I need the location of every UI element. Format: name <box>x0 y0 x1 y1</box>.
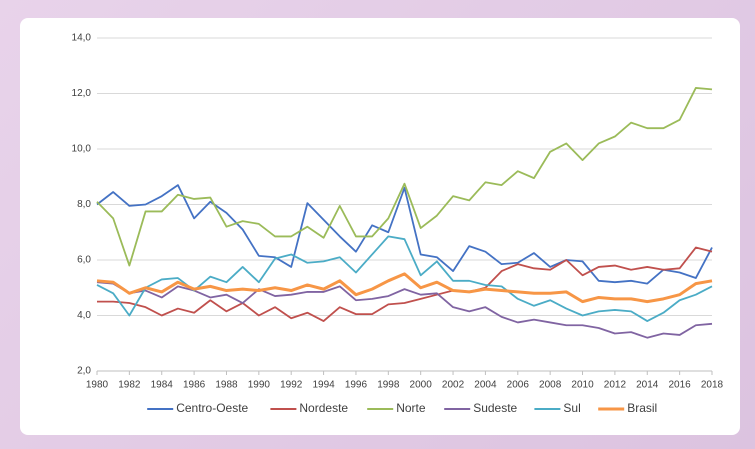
x-tick-label: 2010 <box>571 380 594 391</box>
x-tick-label: 2006 <box>507 380 530 391</box>
x-tick-label: 2012 <box>604 380 627 391</box>
legend-label: Norte <box>396 401 426 415</box>
series-line <box>96 235 713 322</box>
legend-label: Nordeste <box>299 401 348 415</box>
y-tick-label: 2,0 <box>77 366 91 377</box>
x-tick-label: 2002 <box>442 380 465 391</box>
series-line <box>96 281 713 339</box>
x-tick-label: 1998 <box>377 380 400 391</box>
x-tick-label: 1996 <box>345 380 368 391</box>
x-tick-label: 2014 <box>636 380 659 391</box>
x-tick-label: 1988 <box>215 380 238 391</box>
legend-label: Sul <box>563 401 580 415</box>
x-tick-label: 2016 <box>669 380 692 391</box>
series-line <box>96 87 713 267</box>
legend-label: Centro-Oeste <box>176 401 248 415</box>
legend-label: Brasil <box>627 401 657 415</box>
x-tick-label: 1984 <box>151 380 174 391</box>
y-tick-label: 4,0 <box>77 310 91 321</box>
x-tick-label: 2004 <box>474 380 497 391</box>
x-tick-label: 1994 <box>312 380 335 391</box>
x-tick-label: 2008 <box>539 380 562 391</box>
x-tick-label: 2000 <box>410 380 433 391</box>
y-tick-label: 10,0 <box>72 144 92 155</box>
legend-label: Sudeste <box>473 401 517 415</box>
x-tick-label: 1986 <box>183 380 206 391</box>
x-tick-label: 1990 <box>248 380 271 391</box>
y-tick-label: 6,0 <box>77 255 91 266</box>
y-tick-label: 8,0 <box>77 199 91 210</box>
series-line <box>97 246 713 322</box>
series-line <box>96 272 713 304</box>
x-tick-label: 1992 <box>280 380 303 391</box>
y-tick-label: 14,0 <box>72 33 92 44</box>
x-tick-label: 1982 <box>118 380 141 391</box>
x-tick-label: 1980 <box>86 380 109 391</box>
x-tick-label: 2018 <box>701 380 724 391</box>
y-tick-label: 12,0 <box>72 88 92 99</box>
series-line <box>96 184 713 285</box>
